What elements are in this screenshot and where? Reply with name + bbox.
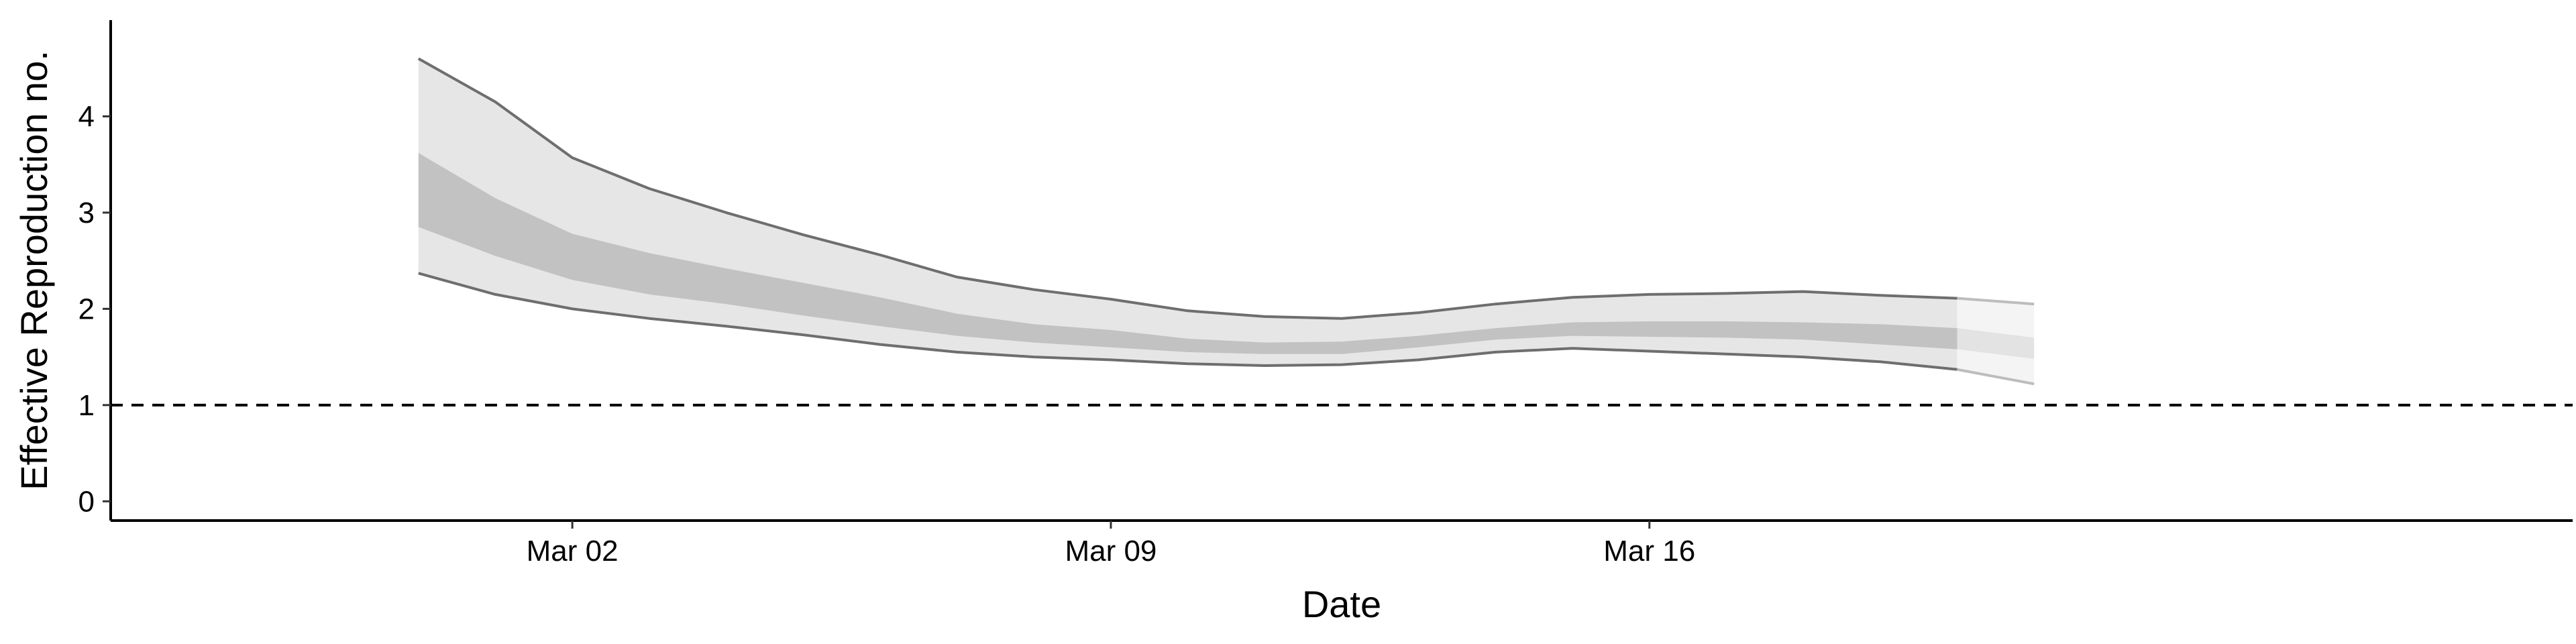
projection-upper-line bbox=[1957, 297, 2035, 306]
inner-credible-band bbox=[418, 153, 1957, 354]
lower-bound-line bbox=[418, 272, 1957, 371]
x-tick-label: Mar 16 bbox=[1603, 535, 1695, 568]
y-tick-label: 4 bbox=[78, 100, 95, 133]
x-axis-ticks: Mar 02 Mar 09 Mar 16 bbox=[527, 521, 1695, 568]
lines-layer bbox=[417, 57, 2035, 386]
projection-lower-line bbox=[1957, 368, 2035, 386]
y-axis-title: Effective Reproduction no. bbox=[13, 50, 55, 490]
x-axis-title: Date bbox=[1302, 583, 1381, 625]
y-tick-label: 0 bbox=[78, 485, 95, 518]
plot-area bbox=[111, 57, 2573, 407]
projection-inner-band bbox=[1957, 328, 2035, 359]
x-tick-label: Mar 09 bbox=[1065, 535, 1157, 568]
y-axis-ticks: 0 1 2 3 4 bbox=[78, 100, 111, 518]
y-tick-label: 2 bbox=[78, 292, 95, 325]
y-tick-label: 1 bbox=[78, 389, 95, 422]
bands-layer bbox=[418, 58, 2035, 384]
x-tick-label: Mar 02 bbox=[527, 535, 619, 568]
y-tick-label: 3 bbox=[78, 197, 95, 229]
upper-bound-line bbox=[417, 57, 1957, 320]
